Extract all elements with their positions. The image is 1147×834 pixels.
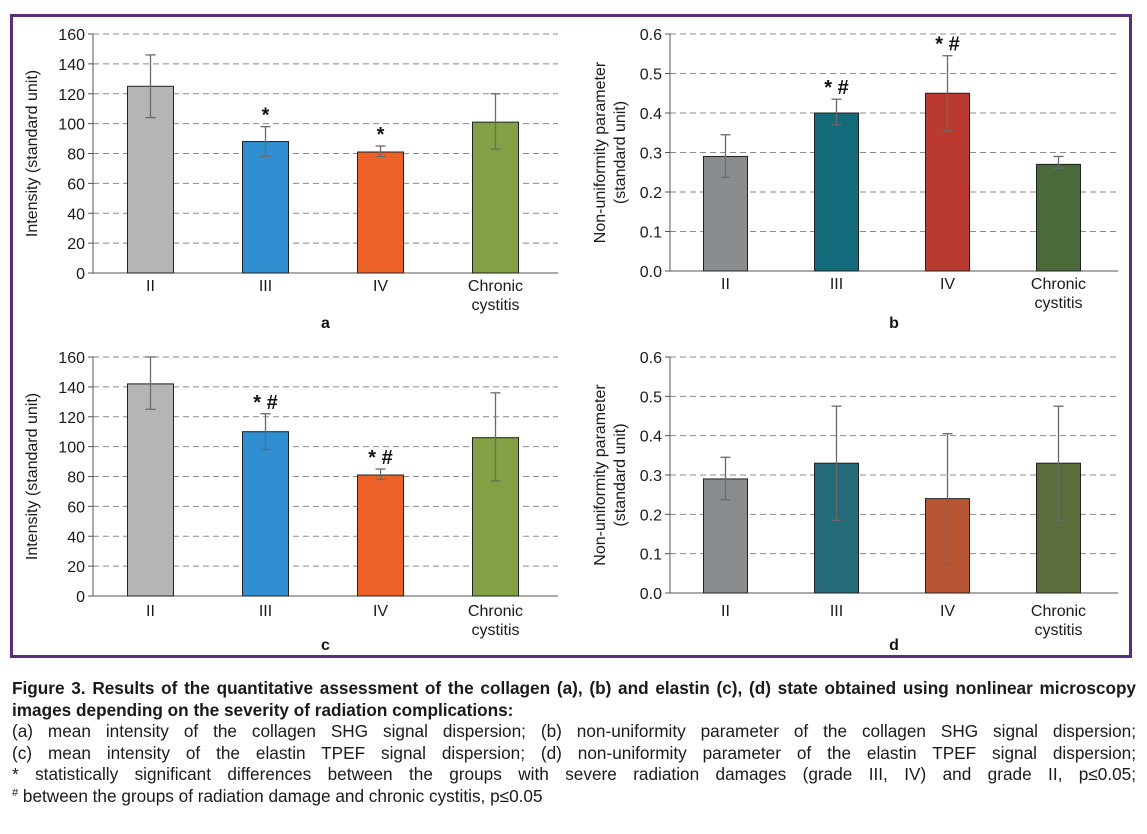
y-tick-label: 140 (58, 57, 85, 74)
y-axis-label: Intensity (standard unit) (24, 393, 41, 560)
x-tick-label: II (146, 278, 155, 295)
y-tick-label: 40 (67, 206, 85, 223)
y-tick-label: 20 (67, 559, 85, 576)
chart-b-svg: 0.0 0.1 0.2 0.3 0.4 0.5 0.6 Non-uniformity para… (592, 27, 1118, 332)
x-tick-label: Chronic (1031, 603, 1086, 620)
caption-hash-mark: # (12, 786, 19, 799)
caption-line-3: * statistically significant differences … (12, 764, 1136, 784)
x-tick-label: III (259, 278, 272, 295)
panel-letter: b (889, 315, 899, 332)
y-tick-label: 0.2 (640, 185, 662, 202)
y-tick-label: 40 (67, 529, 85, 546)
chart-panel-c: 0 20 40 60 80 100 120 140 160 Intensity (standard… (13, 339, 573, 659)
y-axis-label-line: (standard unit) (612, 101, 629, 204)
y-tick-label: 140 (58, 380, 85, 397)
x-tick-label: cystitis (1035, 622, 1083, 639)
y-axis-label-line: (standard unit) (612, 423, 629, 526)
y-tick-label: 20 (67, 236, 85, 253)
y-tick-label: 120 (58, 410, 85, 427)
chart-panel-b: 0.0 0.1 0.2 0.3 0.4 0.5 0.6 Non-uniformity para… (573, 17, 1133, 339)
caption-line-4-text: between the groups of radiation damage a… (18, 785, 543, 806)
y-tick-label: 0.6 (640, 27, 662, 44)
significance-marker: * # (253, 392, 277, 414)
y-tick-label: 0.3 (640, 468, 662, 485)
y-tick-label: 0 (76, 589, 85, 606)
x-tick-label: III (830, 603, 843, 620)
y-axis-label-line: Intensity (standard unit) (24, 70, 41, 237)
y-axis-label-line: Non-uniformity parameter (592, 384, 609, 566)
x-tick-label: Chronic (1031, 276, 1086, 293)
y-tick-label: 0.5 (640, 67, 662, 84)
y-tick-label: 0.3 (640, 146, 662, 163)
x-tick-label: cystitis (472, 297, 520, 314)
significance-marker: * # (368, 447, 392, 469)
chart-panel-d: 0.0 0.1 0.2 0.3 0.4 0.5 0.6 Non-uniformity para… (573, 339, 1133, 659)
x-tick-label: cystitis (472, 622, 520, 639)
significance-marker: * # (824, 77, 848, 99)
chart-d-svg: 0.0 0.1 0.2 0.3 0.4 0.5 0.6 Non-uniformity para… (592, 350, 1118, 654)
y-tick-label: 60 (67, 176, 85, 193)
y-axis-label: Non-uniformity parameter (standard unit) (592, 61, 629, 243)
y-axis-label: Non-uniformity parameter (standard unit) (592, 384, 629, 566)
x-tick-label: II (721, 276, 730, 293)
y-tick-label: 0.4 (640, 106, 662, 123)
bar (242, 141, 289, 274)
figure-caption: Figure 3. Results of the quantitative as… (12, 678, 1136, 807)
y-tick-label: 0.0 (640, 586, 662, 603)
x-tick-label: IV (940, 276, 955, 293)
y-tick-label: 0.1 (640, 547, 662, 564)
chart-c-svg: 0 20 40 60 80 100 120 140 160 Intensity (standard… (24, 350, 558, 654)
y-tick-label: 160 (58, 350, 85, 367)
bar (242, 431, 289, 597)
y-tick-label: 0.2 (640, 507, 662, 524)
y-tick-label: 0.1 (640, 225, 662, 242)
significance-marker: * (377, 124, 385, 146)
caption-title: Figure 3. Results of the quantitative as… (12, 678, 1136, 720)
x-tick-label: cystitis (1035, 295, 1083, 312)
y-tick-label: 0 (76, 266, 85, 283)
y-tick-label: 60 (67, 499, 85, 516)
panel-letter: a (321, 315, 330, 332)
x-tick-label: IV (940, 603, 955, 620)
y-tick-label: 80 (67, 470, 85, 487)
chart-panel-a: 0 20 40 60 80 100 120 140 160 Intensity (standard… (13, 17, 573, 339)
caption-line-2: (c) mean intensity of the elastin TPEF s… (12, 742, 1136, 763)
bar (357, 474, 404, 597)
x-tick-label: III (830, 276, 843, 293)
x-tick-label: III (259, 603, 272, 620)
bar (1036, 163, 1081, 272)
y-axis-label-line: Non-uniformity parameter (592, 61, 609, 243)
caption-line-1: (a) mean intensity of the collagen SHG s… (12, 721, 1136, 741)
bar (814, 112, 859, 272)
y-tick-label: 120 (58, 87, 85, 104)
y-tick-label: 160 (58, 27, 85, 44)
bar (357, 151, 404, 274)
x-tick-label: IV (373, 603, 388, 620)
y-tick-label: 0.4 (640, 429, 662, 446)
y-tick-label: 100 (58, 440, 85, 457)
x-tick-label: II (146, 603, 155, 620)
chart-a-svg: 0 20 40 60 80 100 120 140 160 Intensity (standard… (24, 27, 558, 332)
caption-line-4: # between the groups of radiation damage… (12, 786, 1136, 808)
figure-frame: 0 20 40 60 80 100 120 140 160 Intensity (standard… (10, 14, 1132, 658)
bar (127, 383, 174, 597)
x-tick-label: II (721, 603, 730, 620)
x-tick-label: Chronic (468, 603, 523, 620)
y-axis-label: Intensity (standard unit) (24, 70, 41, 237)
y-tick-label: 0.5 (640, 389, 662, 406)
panel-letter: c (321, 637, 330, 654)
significance-marker: * (262, 105, 270, 127)
y-tick-label: 0.0 (640, 264, 662, 281)
significance-marker: * # (935, 34, 959, 56)
y-tick-label: 100 (58, 117, 85, 134)
x-tick-label: IV (373, 278, 388, 295)
x-tick-label: Chronic (468, 278, 523, 295)
panel-letter: d (889, 637, 899, 654)
y-axis-label-line: Intensity (standard unit) (24, 393, 41, 560)
y-tick-label: 80 (67, 147, 85, 164)
y-tick-label: 0.6 (640, 350, 662, 367)
